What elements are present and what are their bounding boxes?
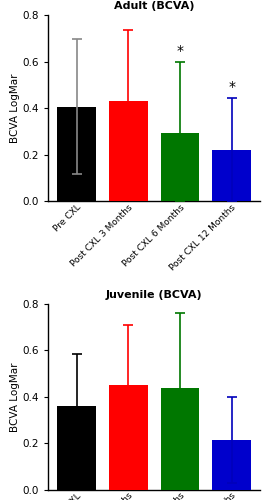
Title: Juvenile (BCVA): Juvenile (BCVA) [106, 290, 202, 300]
Bar [109, 101, 148, 202]
Bar [212, 150, 251, 202]
Bar [57, 107, 96, 202]
Bar [109, 385, 148, 490]
Text: *: * [228, 80, 235, 94]
Text: *: * [176, 44, 183, 58]
Y-axis label: BCVA LogMar: BCVA LogMar [10, 362, 20, 432]
Bar [161, 132, 199, 202]
Bar [161, 388, 199, 490]
Title: Adult (BCVA): Adult (BCVA) [114, 2, 194, 12]
Bar [57, 406, 96, 490]
Bar [212, 440, 251, 490]
Y-axis label: BCVA LogMar: BCVA LogMar [10, 74, 20, 143]
